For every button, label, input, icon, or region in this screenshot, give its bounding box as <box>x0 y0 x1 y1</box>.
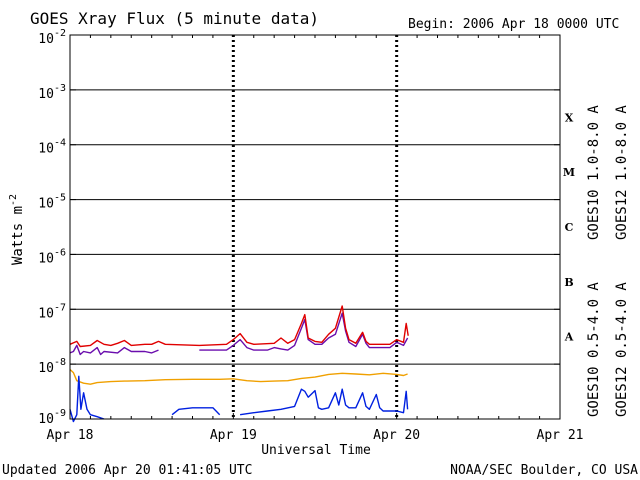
y-tick-exp: -2 <box>54 28 66 39</box>
series-line-2 <box>69 368 408 385</box>
x-tick-label: Apr 20 <box>373 428 420 443</box>
y-tick-label: 10-5 <box>38 193 66 212</box>
series-layer <box>69 305 409 423</box>
y-tick-base: 10 <box>38 306 54 321</box>
flare-class-M: M <box>563 166 575 179</box>
x-axis-label: Universal Time <box>261 443 371 458</box>
y-tick-label: 10-4 <box>38 138 66 157</box>
y-tick-label: 10-2 <box>38 28 66 47</box>
y-tick-exp: -9 <box>54 408 66 419</box>
y-tick-label: 10-9 <box>38 408 66 427</box>
y-tick-exp: -8 <box>54 357 66 368</box>
flare-class-B: B <box>564 276 573 289</box>
y-tick-exp: -7 <box>54 302 66 313</box>
x-tick-label: Apr 18 <box>47 428 94 443</box>
y-tick-base: 10 <box>38 32 54 47</box>
y-tick-label: 10-7 <box>38 302 66 321</box>
series-line-1 <box>69 305 409 348</box>
legend-entry: GOES10 0.5-4.0 A <box>586 282 602 417</box>
y-tick-base: 10 <box>38 412 54 427</box>
x-tick-label: Apr 21 <box>537 428 584 443</box>
legend-entry: GOES12 1.0-8.0 A <box>614 105 630 240</box>
x-tick-labels: Apr 18 Apr 19 Apr 20 Apr 21 <box>47 35 584 443</box>
y-axis-label-text: Watts m <box>10 206 26 265</box>
credit-label: NOAA/SEC Boulder, CO USA <box>450 463 638 478</box>
chart-title: GOES Xray Flux (5 minute data) <box>30 9 319 28</box>
flare-class-A: A <box>564 331 574 344</box>
y-tick-label: 10-6 <box>38 247 66 266</box>
day-markers <box>231 35 399 419</box>
y-tick-label: 10-3 <box>38 83 66 102</box>
y-axis-label-exp: -2 <box>8 194 19 206</box>
flare-class-X: X <box>565 111 574 124</box>
y-tick-base: 10 <box>38 197 54 212</box>
y-tick-labels: 10-210-310-410-510-610-710-810-9 <box>38 28 66 427</box>
grid-lines <box>70 34 560 420</box>
series-line-3 <box>69 375 409 423</box>
y-tick-exp: -4 <box>54 138 66 149</box>
y-axis-label: Watts m-2 <box>8 194 26 265</box>
series-line-0 <box>69 312 409 356</box>
updated-timestamp: Updated 2006 Apr 20 01:41:05 UTC <box>2 463 252 478</box>
flare-class-labels: X M C B A <box>563 111 575 343</box>
begin-label: Begin: 2006 Apr 18 0000 UTC <box>408 17 619 32</box>
x-tick-label: Apr 19 <box>210 428 257 443</box>
y-tick-base: 10 <box>38 142 54 157</box>
y-tick-exp: -5 <box>54 193 66 204</box>
y-tick-base: 10 <box>38 87 54 102</box>
legend: GOES10 1.0-8.0 A GOES12 1.0-8.0 A GOES10 0… <box>586 105 630 417</box>
y-tick-label: 10-8 <box>38 357 66 376</box>
y-tick-base: 10 <box>38 361 54 376</box>
flare-class-C: C <box>565 221 574 234</box>
y-tick-base: 10 <box>38 251 54 266</box>
y-tick-exp: -3 <box>54 83 66 94</box>
y-tick-exp: -6 <box>54 247 66 258</box>
legend-entry: GOES10 1.0-8.0 A <box>586 105 602 240</box>
legend-entry: GOES12 0.5-4.0 A <box>614 282 630 417</box>
